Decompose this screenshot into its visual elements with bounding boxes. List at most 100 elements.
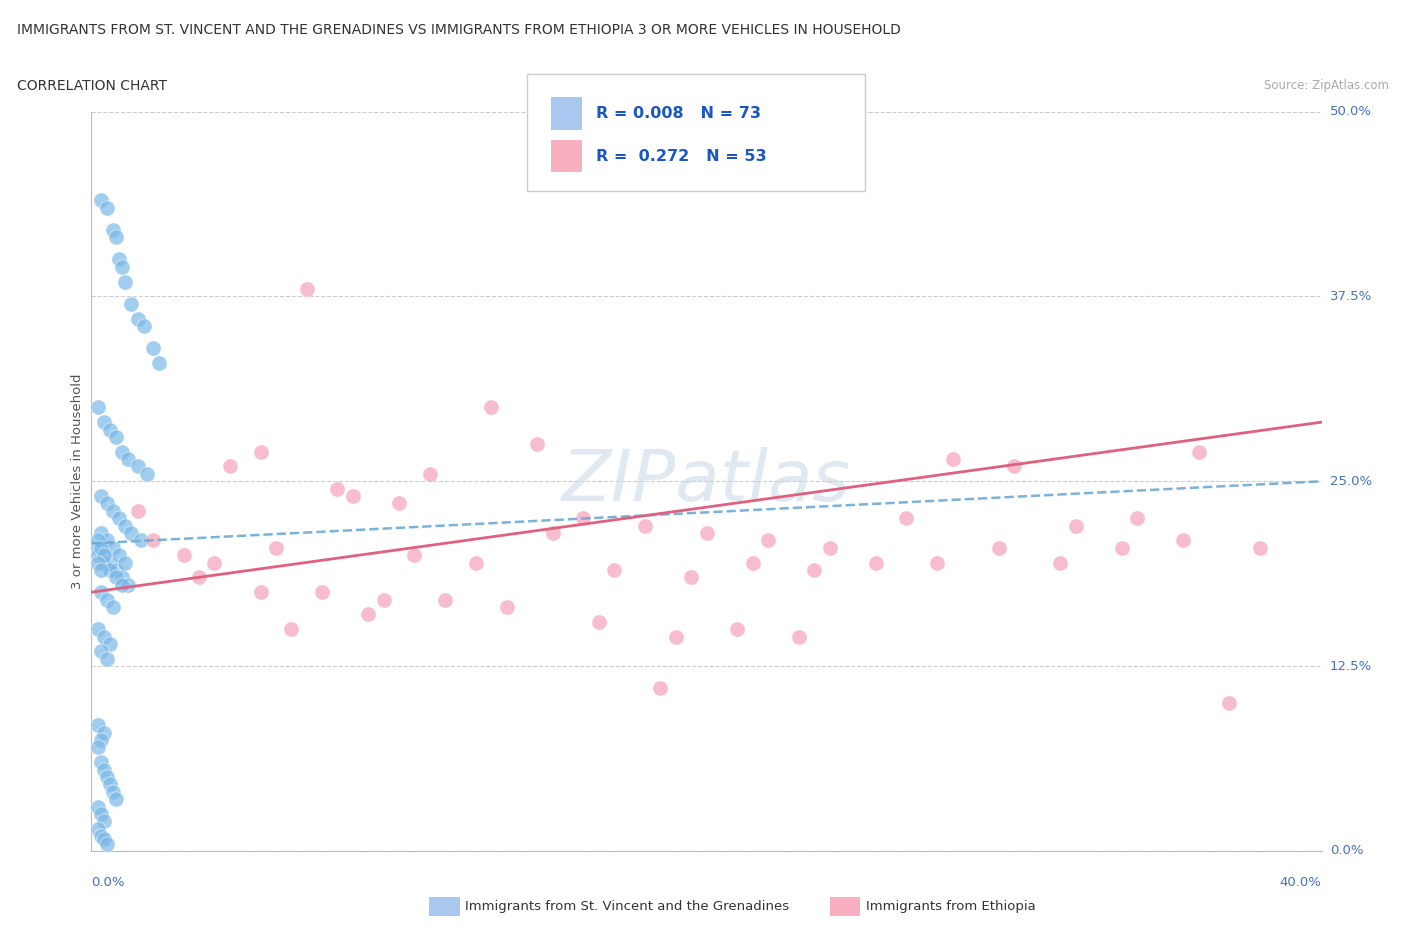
- Point: [101, 503, 124, 518]
- Point: [541, 525, 564, 540]
- Point: [86, 533, 108, 548]
- Point: [526, 437, 548, 452]
- Point: [90, 525, 112, 540]
- Point: [142, 533, 165, 548]
- Point: [1064, 518, 1087, 533]
- Text: ZIPatlas: ZIPatlas: [562, 446, 851, 516]
- Point: [188, 570, 211, 585]
- Point: [603, 563, 626, 578]
- Point: [93, 548, 115, 563]
- Point: [588, 615, 610, 630]
- Point: [90, 829, 112, 844]
- Point: [86, 740, 108, 755]
- Point: [111, 578, 134, 592]
- Point: [117, 578, 139, 592]
- Point: [90, 733, 112, 748]
- Point: [93, 555, 115, 570]
- Point: [1002, 459, 1025, 474]
- Point: [90, 193, 112, 207]
- Point: [86, 622, 108, 637]
- Point: [572, 511, 595, 525]
- Point: [280, 622, 302, 637]
- Point: [1111, 540, 1133, 555]
- Point: [93, 814, 115, 829]
- Point: [803, 563, 825, 578]
- Point: [96, 200, 118, 215]
- Point: [756, 533, 779, 548]
- Point: [117, 452, 139, 467]
- Point: [105, 563, 127, 578]
- Point: [96, 592, 118, 607]
- Point: [105, 230, 127, 245]
- Point: [105, 791, 127, 806]
- Point: [218, 459, 240, 474]
- Point: [86, 400, 108, 415]
- Point: [142, 340, 165, 355]
- Point: [96, 651, 118, 666]
- Point: [896, 511, 918, 525]
- Point: [249, 585, 271, 600]
- Point: [132, 319, 155, 334]
- Text: 0.0%: 0.0%: [1330, 844, 1364, 857]
- Point: [86, 540, 108, 555]
- Point: [342, 488, 364, 503]
- Text: IMMIGRANTS FROM ST. VINCENT AND THE GRENADINES VS IMMIGRANTS FROM ETHIOPIA 3 OR : IMMIGRANTS FROM ST. VINCENT AND THE GREN…: [17, 23, 901, 37]
- Point: [295, 282, 318, 297]
- Point: [357, 607, 380, 622]
- Point: [818, 540, 841, 555]
- Point: [98, 636, 121, 651]
- Point: [665, 629, 688, 644]
- Point: [129, 533, 152, 548]
- Point: [787, 629, 810, 644]
- Point: [86, 718, 108, 733]
- Point: [86, 555, 108, 570]
- Point: [464, 555, 486, 570]
- Point: [388, 496, 411, 511]
- Text: R = 0.008   N = 73: R = 0.008 N = 73: [596, 106, 761, 121]
- Point: [326, 481, 349, 496]
- Point: [86, 799, 108, 814]
- Text: 25.0%: 25.0%: [1330, 475, 1372, 487]
- Point: [108, 252, 131, 267]
- Point: [148, 355, 170, 370]
- Point: [987, 540, 1010, 555]
- Point: [93, 725, 115, 740]
- Text: 12.5%: 12.5%: [1330, 659, 1372, 672]
- Point: [108, 511, 131, 525]
- Point: [419, 467, 441, 482]
- Text: Source: ZipAtlas.com: Source: ZipAtlas.com: [1264, 79, 1389, 92]
- Point: [404, 548, 426, 563]
- Point: [101, 540, 124, 555]
- Point: [105, 430, 127, 445]
- Point: [96, 836, 118, 851]
- Point: [108, 548, 131, 563]
- Point: [101, 784, 124, 799]
- Point: [941, 452, 963, 467]
- Point: [90, 755, 112, 770]
- Point: [111, 570, 134, 585]
- Point: [1187, 445, 1209, 459]
- Point: [927, 555, 949, 570]
- Point: [127, 459, 149, 474]
- Point: [93, 629, 115, 644]
- Point: [695, 525, 717, 540]
- Point: [127, 312, 149, 326]
- Point: [1126, 511, 1149, 525]
- Text: 40.0%: 40.0%: [1279, 876, 1322, 889]
- Point: [1049, 555, 1071, 570]
- Text: Immigrants from St. Vincent and the Grenadines: Immigrants from St. Vincent and the Gren…: [465, 900, 790, 913]
- Point: [93, 548, 115, 563]
- Point: [1173, 533, 1195, 548]
- Point: [741, 555, 763, 570]
- Point: [114, 518, 136, 533]
- Point: [101, 222, 124, 237]
- Point: [105, 570, 127, 585]
- Point: [98, 563, 121, 578]
- Point: [127, 503, 149, 518]
- Point: [650, 681, 672, 696]
- Point: [111, 259, 134, 274]
- Point: [264, 540, 287, 555]
- Point: [111, 445, 134, 459]
- Point: [1218, 696, 1240, 711]
- Point: [98, 555, 121, 570]
